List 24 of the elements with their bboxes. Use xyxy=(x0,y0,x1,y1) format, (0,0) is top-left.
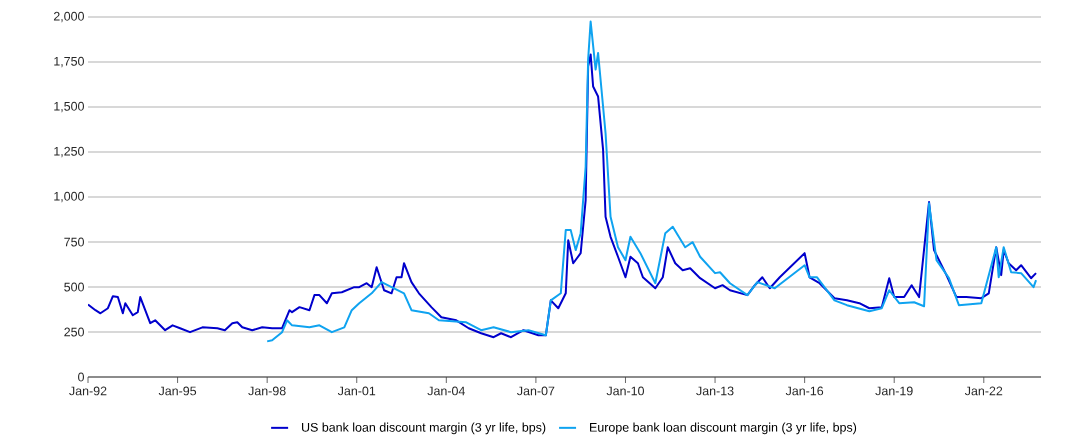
x-tick-label: Jan-13 xyxy=(696,386,734,396)
y-tick-label: 250 xyxy=(64,327,84,337)
y-tick-label: 1,000 xyxy=(54,191,84,203)
line-series xyxy=(88,53,1038,339)
x-tick-label: Jan-19 xyxy=(875,386,913,396)
legend-label: US bank loan discount margin (3 yr life, bps) xyxy=(302,422,546,435)
y-tick-label: 1,500 xyxy=(54,101,84,113)
x-tick-label: Jan-07 xyxy=(517,386,555,396)
x-tick-label: Jan-04 xyxy=(427,386,465,396)
x-tick-label: Jan-92 xyxy=(69,386,107,396)
y-tick-label: 1,750 xyxy=(54,56,84,68)
legend-label: Europe bank loan discount margin (3 yr life, bps) xyxy=(590,422,857,435)
y-tick-label: 2,000 xyxy=(53,11,84,23)
x-tick-label: Jan-98 xyxy=(248,386,286,396)
x-tick-label: Jan-95 xyxy=(158,386,197,396)
x-tick-label: Jan-01 xyxy=(337,386,376,396)
x-tick-label: Jan-10 xyxy=(606,386,645,396)
line-series xyxy=(266,20,1038,343)
x-tick-label: Jan-16 xyxy=(785,386,824,396)
y-tick-label: 0 xyxy=(78,372,84,382)
y-tick-label: 500 xyxy=(64,282,84,292)
y-tick-label: 750 xyxy=(64,237,84,247)
y-tick-label: 1,250 xyxy=(54,146,84,158)
x-tick-label: Jan-22 xyxy=(964,386,1003,396)
